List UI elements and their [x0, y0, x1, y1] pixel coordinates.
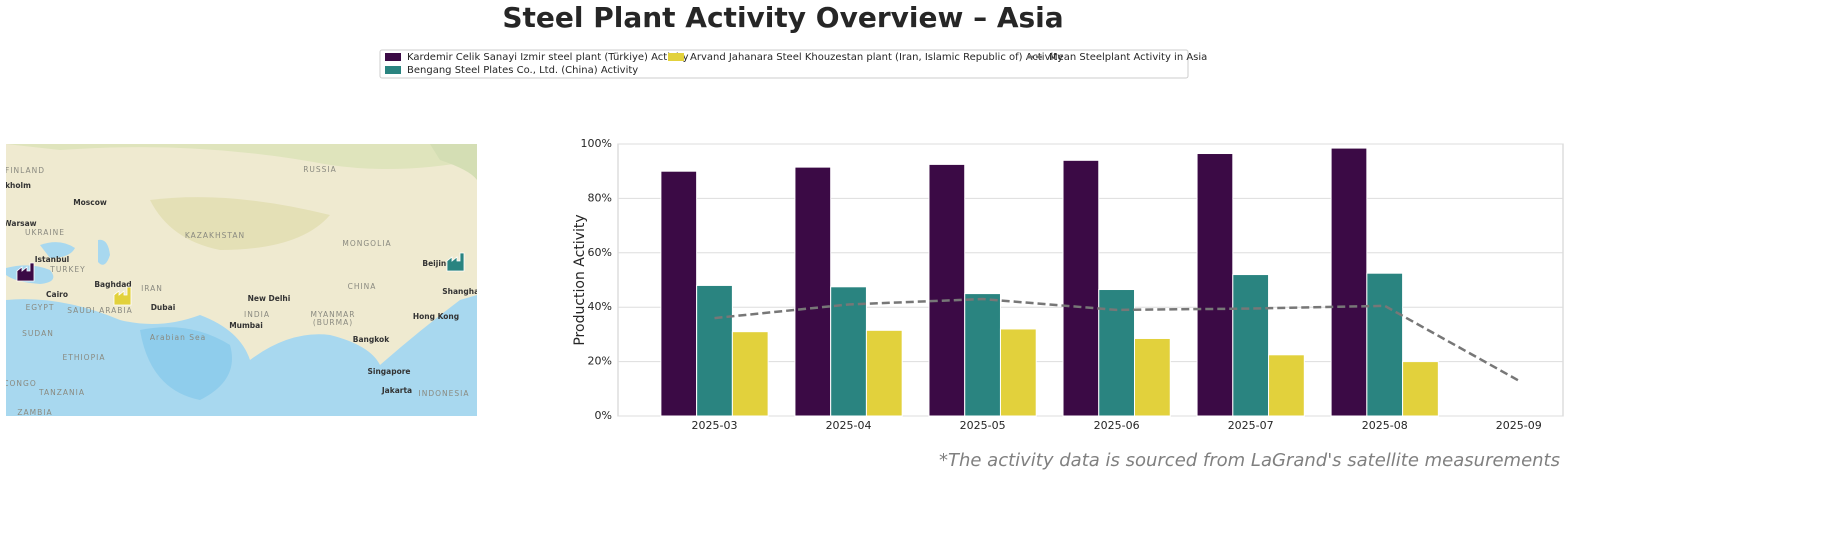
x-tick-label: 2025-04	[826, 419, 872, 432]
map-label: TANZANIA	[38, 388, 85, 397]
map-sea	[140, 327, 232, 400]
map-label: RUSSIA	[303, 165, 337, 174]
map-label: Shanghai	[442, 287, 481, 296]
bar	[1232, 274, 1270, 417]
map-label: UKRAINE	[25, 228, 65, 237]
chart-title: Steel Plant Activity Overview – Asia	[502, 1, 1063, 34]
map-label: MONGOLIA	[342, 239, 391, 248]
map-label: CHINA	[348, 282, 377, 291]
map-forest	[6, 144, 477, 169]
legend-swatch	[385, 53, 401, 61]
map-forest-east	[430, 144, 477, 180]
bar	[1062, 159, 1100, 417]
legend-box	[379, 49, 1189, 79]
map-label: Arabian Sea	[150, 333, 206, 342]
map-label: Beijing	[422, 259, 451, 268]
map-label: SAUDI ARABIA	[67, 306, 133, 315]
map-label: Jakarta	[381, 386, 412, 395]
map-label: MYANMAR	[310, 310, 355, 319]
x-tick-label: 2025-09	[1496, 419, 1542, 432]
bar	[1330, 147, 1368, 417]
map-label: FINLAND	[5, 166, 45, 175]
x-tick-label: 2025-08	[1362, 419, 1408, 432]
bar	[660, 170, 698, 417]
map-label: (BURMA)	[313, 318, 353, 327]
footnote: *The activity data is sourced from LaGra…	[939, 450, 1560, 471]
y-tick-label: 100%	[581, 137, 612, 150]
bar	[1402, 361, 1439, 417]
x-tick-label: 2025-05	[960, 419, 1006, 432]
bar	[830, 286, 867, 417]
map-label: KAZAKHSTAN	[185, 231, 245, 240]
map-label: EGYPT	[26, 303, 55, 312]
legend-label: Bengang Steel Plates Co., Ltd. (China) A…	[407, 65, 638, 76]
bar	[794, 166, 832, 417]
map-label: Mumbai	[229, 321, 263, 330]
map-steppe	[150, 197, 330, 250]
map-label: CONGO	[3, 379, 36, 388]
map-black-sea	[40, 242, 75, 258]
bar	[964, 293, 1001, 417]
y-tick-label: 0%	[595, 409, 612, 422]
x-tick-label: 2025-07	[1228, 419, 1274, 432]
legend-swatch	[668, 53, 684, 61]
bar	[1196, 153, 1234, 417]
x-tick-label: 2025-03	[692, 419, 738, 432]
map-label: Istanbul	[35, 255, 70, 264]
bar	[731, 331, 769, 417]
legend-label: Mean Steelplant Activity in Asia	[1049, 52, 1207, 63]
map-label: ETHIOPIA	[63, 353, 106, 362]
map-label: INDIA	[244, 310, 270, 319]
y-axis-label: Production Activity	[572, 214, 588, 345]
map-caspian	[98, 239, 110, 265]
legend-label: Arvand Jahanara Steel Khouzestan plant (…	[690, 52, 1063, 63]
map-label: IRAN	[141, 284, 163, 293]
x-tick-label: 2025-06	[1094, 419, 1140, 432]
map-label: Cairo	[46, 290, 68, 299]
map-label: TURKEY	[49, 265, 86, 274]
y-tick-label: 60%	[588, 246, 612, 259]
bar	[1134, 337, 1171, 417]
map-label: New Delhi	[248, 294, 291, 303]
map-label: ZAMBIA	[17, 408, 52, 417]
y-tick-label: 80%	[588, 191, 612, 204]
y-tick-label: 20%	[588, 355, 612, 368]
bar	[928, 163, 966, 417]
map-label: INDONESIA	[419, 389, 470, 398]
legend-swatch	[385, 66, 401, 74]
map-label: SUDAN	[22, 329, 54, 338]
mean-line	[714, 297, 1520, 382]
bar	[1268, 354, 1305, 417]
map-label: Moscow	[73, 198, 107, 207]
bar	[696, 284, 733, 417]
plant-icon	[113, 286, 132, 306]
plant-icon	[446, 252, 465, 272]
map-label: kholm	[5, 181, 31, 190]
map-label: Warsaw	[3, 219, 36, 228]
map-ocean	[6, 295, 477, 416]
bar	[865, 329, 903, 417]
map-label: Dubai	[151, 303, 176, 312]
legend-label: Kardemir Celik Sanayi Izmir steel plant …	[407, 52, 689, 63]
map-label: Hong Kong	[413, 312, 459, 321]
map-label: Singapore	[367, 367, 410, 376]
bar	[999, 328, 1037, 417]
plant-icon	[16, 262, 35, 282]
bar	[1366, 272, 1404, 417]
y-tick-label: 40%	[588, 300, 612, 313]
map-label: Baghdad	[94, 280, 131, 289]
map-label: Bangkok	[353, 335, 390, 344]
